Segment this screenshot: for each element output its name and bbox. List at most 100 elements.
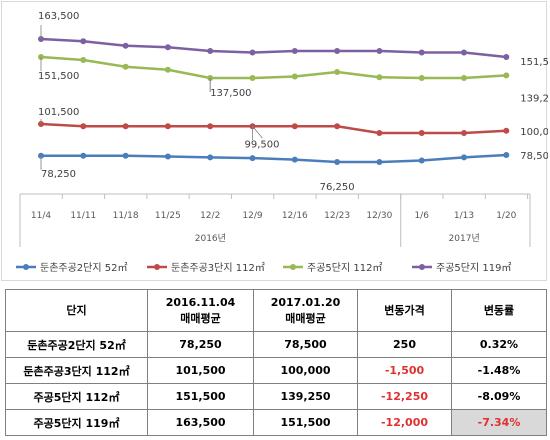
data-point bbox=[80, 38, 87, 45]
data-point bbox=[164, 66, 171, 73]
x-tick-label: 1/20 bbox=[496, 211, 516, 221]
data-point bbox=[207, 48, 214, 54]
legend-label: 주공5단지 112㎡ bbox=[307, 262, 382, 274]
legend-item: 주공5단지 112㎡ bbox=[283, 262, 382, 274]
data-point bbox=[122, 152, 129, 159]
x-tick-label: 12/16 bbox=[282, 211, 308, 221]
row-v1: 78,250 bbox=[147, 331, 254, 358]
row-change: -12,250 bbox=[357, 383, 452, 410]
x-tick-label: 11/25 bbox=[155, 211, 181, 221]
data-point bbox=[291, 73, 298, 80]
legend-swatch-marker bbox=[23, 264, 29, 270]
data-label: 139,250 bbox=[520, 93, 548, 104]
data-point bbox=[461, 130, 467, 136]
legend-label: 둔촌주공3단지 112㎡ bbox=[171, 262, 265, 274]
legend-label: 둔촌주공2단지 52㎡ bbox=[40, 262, 127, 274]
row-v1: 151,500 bbox=[147, 383, 254, 410]
data-point bbox=[249, 155, 256, 162]
data-point bbox=[291, 123, 298, 130]
header-date1-date: 2016.11.04 bbox=[165, 295, 236, 309]
row-complex: 주공5단지 112㎡ bbox=[5, 383, 148, 410]
x-tick-label: 1/6 bbox=[414, 211, 429, 221]
data-point bbox=[503, 72, 510, 79]
header-date1-sub: 매매평균 bbox=[180, 311, 221, 325]
legend-swatch-marker bbox=[154, 264, 160, 270]
x-tick-label: 11/18 bbox=[113, 211, 139, 221]
series-lines bbox=[38, 36, 510, 165]
legend-item: 둔촌주공3단지 112㎡ bbox=[147, 262, 265, 274]
table-row: 주공5단지 112㎡ 151,500 139,250 -12,250 -8.09… bbox=[5, 383, 547, 410]
row-change: 250 bbox=[357, 331, 452, 358]
data-label: 151,500 bbox=[38, 71, 79, 82]
data-point bbox=[334, 159, 341, 165]
data-point bbox=[164, 44, 171, 51]
table-row: 둔촌주공3단지 112㎡ 101,500 100,000 -1,500 -1.4… bbox=[5, 357, 547, 384]
data-label: 76,250 bbox=[320, 182, 355, 193]
data-point bbox=[376, 74, 383, 81]
data-point bbox=[207, 154, 214, 161]
header-date2-sub: 매매평균 bbox=[285, 311, 326, 325]
header-change: 변동가격 bbox=[357, 289, 452, 332]
x-tick-label: 12/23 bbox=[324, 211, 350, 221]
data-point bbox=[503, 54, 510, 60]
data-point bbox=[80, 123, 87, 130]
data-label: 101,500 bbox=[38, 107, 79, 118]
series-line bbox=[40, 37, 507, 59]
data-point bbox=[503, 152, 510, 158]
data-point bbox=[334, 48, 341, 54]
row-complex: 둔촌주공2단지 52㎡ bbox=[5, 331, 148, 358]
data-point bbox=[418, 75, 425, 81]
row-v2: 151,500 bbox=[253, 409, 358, 436]
row-change: -1,500 bbox=[357, 357, 452, 384]
x-axis: 11/4 11/11 11/18 11/25 12/2 12/9 12/16 12/23 12/… bbox=[19, 193, 531, 247]
line-chart-panel: 11/4 11/11 11/18 11/25 12/2 12/9 12/16 12/23 12/… bbox=[1, 1, 548, 281]
data-point bbox=[207, 123, 214, 130]
data-point bbox=[164, 153, 171, 160]
data-label: 163,500 bbox=[38, 11, 79, 22]
row-complex: 둔촌주공3단지 112㎡ bbox=[5, 357, 148, 384]
x-tick-label: 12/2 bbox=[200, 211, 220, 221]
data-point bbox=[122, 63, 129, 70]
data-label: 137,500 bbox=[210, 88, 251, 99]
data-label: 78,250 bbox=[41, 169, 76, 180]
header-date2-date: 2017.01.20 bbox=[270, 295, 341, 309]
legend-swatch-marker bbox=[290, 264, 296, 270]
row-v1: 101,500 bbox=[147, 357, 254, 384]
legend-swatch-marker bbox=[419, 264, 425, 270]
data-point bbox=[418, 49, 425, 56]
price-change-table: 단지 2016.11.04 매매평균 2017.01.20 매매평균 변동가격 … bbox=[5, 289, 547, 436]
legend-label: 주공5단지 119㎡ bbox=[436, 262, 511, 274]
legend-item: 주공5단지 119㎡ bbox=[412, 262, 511, 274]
legend-item: 둔촌주공2단지 52㎡ bbox=[16, 262, 127, 274]
row-v2: 100,000 bbox=[253, 357, 358, 384]
data-label: 100,000 bbox=[520, 127, 548, 138]
year-label: 2017년 bbox=[449, 233, 480, 244]
header-date2: 2017.01.20 매매평균 bbox=[253, 289, 358, 332]
data-point bbox=[164, 123, 171, 130]
table-row: 주공5단지 119㎡ 163,500 151,500 -12,000 -7.34… bbox=[5, 409, 547, 436]
data-point bbox=[249, 49, 256, 56]
series-line bbox=[40, 55, 507, 80]
data-point bbox=[376, 48, 383, 54]
data-point bbox=[461, 154, 467, 161]
label-leader-line bbox=[252, 125, 263, 139]
row-rate: -7.34% bbox=[451, 409, 547, 436]
data-point bbox=[291, 48, 298, 54]
data-labels: 163,500 151,500 137,500 151,500 139,250 101,5… bbox=[38, 11, 548, 193]
row-change: -12,000 bbox=[357, 409, 452, 436]
table-row: 둔촌주공2단지 52㎡ 78,250 78,500 250 0.32% bbox=[5, 331, 547, 358]
row-rate: 0.32% bbox=[451, 331, 547, 358]
data-point bbox=[334, 69, 341, 75]
header-complex: 단지 bbox=[5, 289, 148, 332]
row-v2: 78,500 bbox=[253, 331, 358, 358]
data-point bbox=[503, 127, 510, 134]
data-point bbox=[334, 123, 341, 130]
row-rate: -1.48% bbox=[451, 357, 547, 384]
chart-legend: 둔촌주공2단지 52㎡ 둔촌주공3단지 112㎡ 주공5단지 112㎡ 주공5단지 1… bbox=[16, 262, 511, 274]
header-rate: 변동률 bbox=[451, 289, 547, 332]
table-header-row: 단지 2016.11.04 매매평균 2017.01.20 매매평균 변동가격 … bbox=[5, 289, 547, 332]
data-point bbox=[418, 130, 425, 136]
data-point bbox=[461, 75, 467, 81]
data-label: 99,500 bbox=[245, 139, 280, 150]
data-point bbox=[291, 156, 298, 163]
